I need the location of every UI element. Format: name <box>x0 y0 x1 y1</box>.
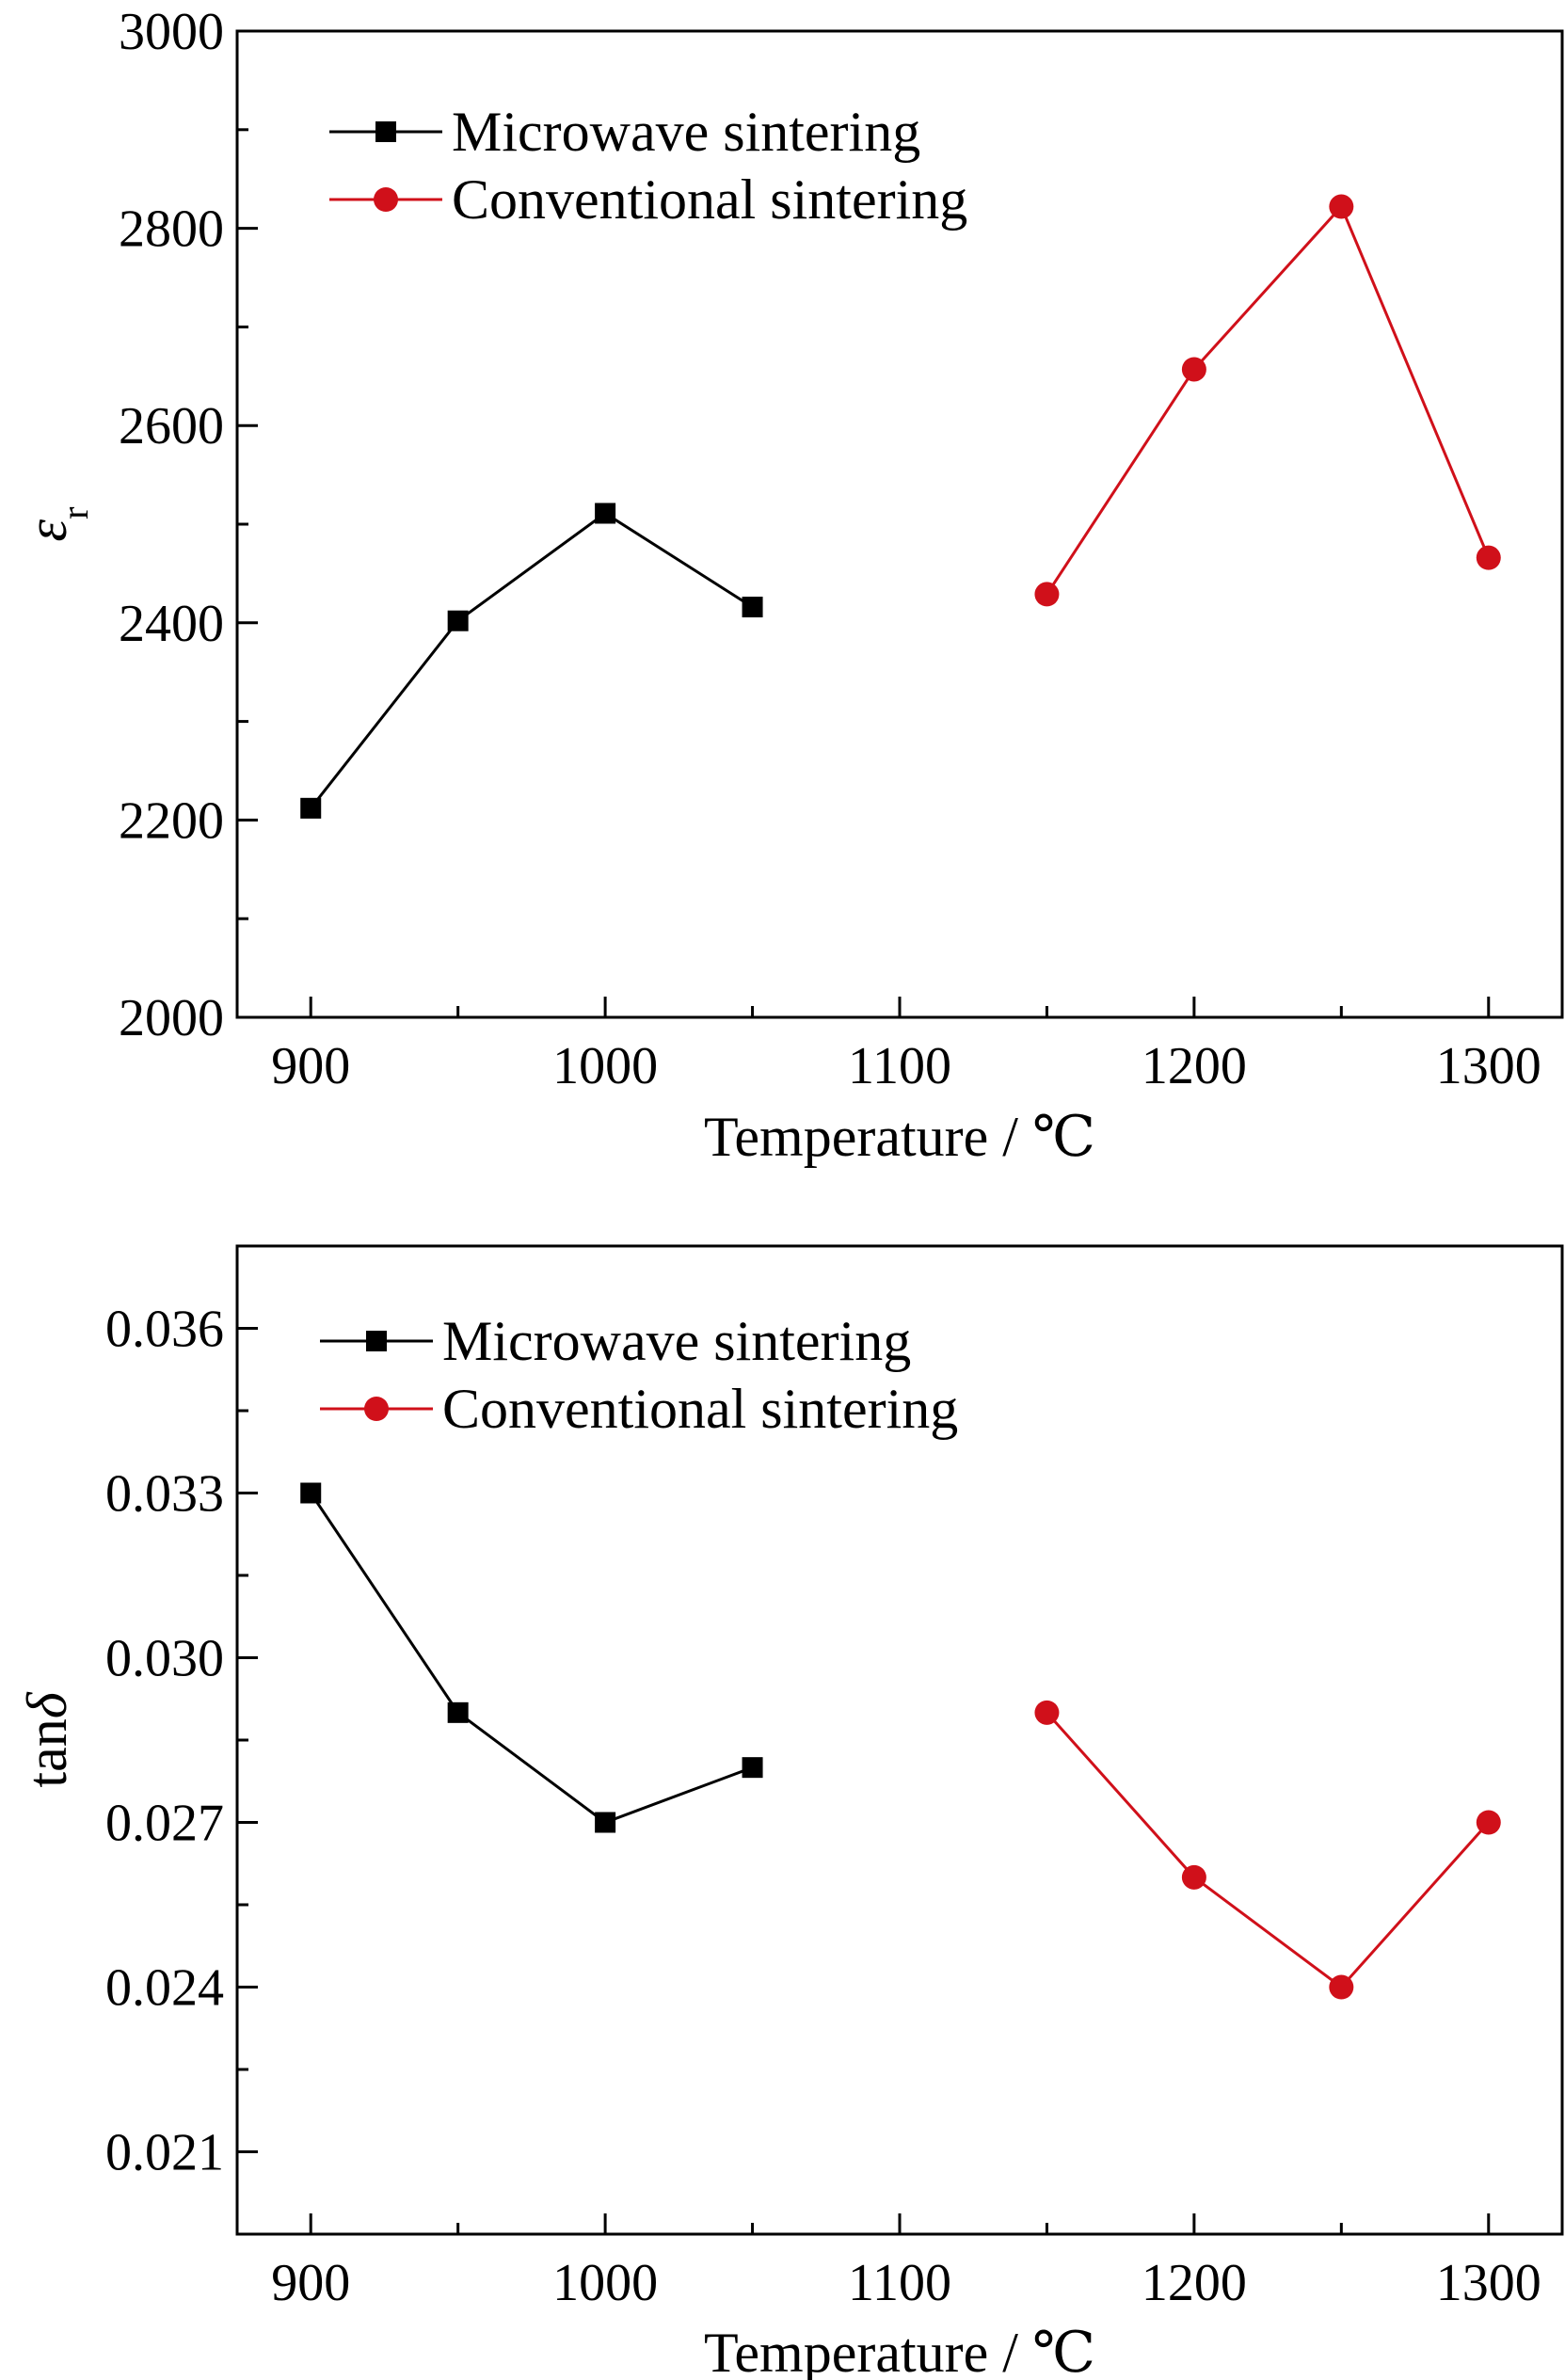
x-tick-label: 900 <box>271 2254 350 2312</box>
y-axis-title: εr <box>16 507 96 542</box>
x-tick-label: 1200 <box>1142 2254 1247 2312</box>
x-tick-label: 900 <box>271 1037 350 1095</box>
chart-2: 900 1000 1100 1200 1300 0.021 0.024 0.027 0.030 0… <box>16 1244 1564 2380</box>
legend-marker <box>375 121 396 142</box>
series-line <box>309 1492 754 1825</box>
y-axis-title-main: ε <box>16 519 78 541</box>
data-point <box>1476 1810 1501 1835</box>
data-point <box>742 1757 763 1779</box>
y-tick-label: 0.033 <box>105 1465 224 1524</box>
x-tick-label: 1100 <box>848 2254 951 2312</box>
x-axis-title: Temperature / ℃ <box>704 2322 1095 2380</box>
series-conventional <box>1034 194 1501 607</box>
y-tick-label: 0.024 <box>105 1959 224 2018</box>
y-tick-label: 2800 <box>119 200 224 259</box>
y-axis-title-sub: r <box>54 507 96 519</box>
y-tick-label: 0.036 <box>105 1301 224 1359</box>
data-point <box>300 797 322 819</box>
series-line <box>1046 203 1491 596</box>
y-tick-label: 2600 <box>119 397 224 455</box>
legend-marker <box>374 187 398 212</box>
series-conventional <box>1034 1700 1501 2000</box>
legend-entry: Conventional sintering <box>320 1378 958 1440</box>
legend-label: Microwave sintering <box>452 101 920 163</box>
y-axis-title-main: tan <box>16 1718 78 1787</box>
data-point <box>1034 1700 1060 1725</box>
legend-marker <box>366 1331 387 1351</box>
legend-label: Conventional sintering <box>452 168 967 231</box>
y-tick-label: 0.030 <box>105 1630 224 1688</box>
series-microwave <box>300 1482 763 1833</box>
x-tick-label: 1000 <box>552 1037 658 1095</box>
y-tick-label: 3000 <box>119 3 224 61</box>
x-tick-label: 1300 <box>1436 2254 1541 2312</box>
series-line <box>1046 1711 1490 1989</box>
x-tick-label: 1000 <box>552 2254 658 2312</box>
data-point <box>300 1482 322 1504</box>
y-tick-label: 2000 <box>119 989 224 1047</box>
chart-1: 900 1000 1100 1200 1300 2000 2200 2400 2600 2800 3… <box>16 3 1564 1168</box>
y-axis-title: tanδ <box>16 1691 78 1787</box>
series-microwave <box>300 503 763 819</box>
legend-label: Microwave sintering <box>442 1310 911 1372</box>
legend-entry: Microwave sintering <box>320 1310 911 1372</box>
data-point <box>1181 357 1206 382</box>
x-tick-label: 1200 <box>1142 1037 1247 1095</box>
y-tick-label: 2200 <box>119 791 224 850</box>
legend-entry: Conventional sintering <box>329 168 967 231</box>
y-tick-label: 0.021 <box>105 2124 224 2182</box>
x-tick-label: 1100 <box>848 1037 951 1095</box>
data-point <box>595 503 616 524</box>
data-point <box>1329 194 1354 219</box>
data-point <box>742 597 763 618</box>
legend-marker <box>364 1397 389 1421</box>
x-axis-title: Temperature / ℃ <box>704 1106 1095 1168</box>
y-tick-label: 0.027 <box>105 1795 224 1853</box>
data-point <box>1181 1864 1206 1890</box>
data-point <box>1476 545 1501 570</box>
data-point <box>447 610 469 631</box>
legend-entry: Microwave sintering <box>329 101 920 163</box>
y-axis-title-sub: δ <box>16 1691 78 1718</box>
data-point <box>447 1701 469 1723</box>
legend-label: Conventional sintering <box>442 1378 958 1440</box>
y-tick-label: 2400 <box>119 595 224 653</box>
x-tick-label: 1300 <box>1436 1037 1541 1095</box>
series-line <box>310 511 754 809</box>
data-point <box>1034 582 1060 607</box>
data-point <box>1329 1974 1354 2000</box>
data-point <box>595 1812 616 1833</box>
